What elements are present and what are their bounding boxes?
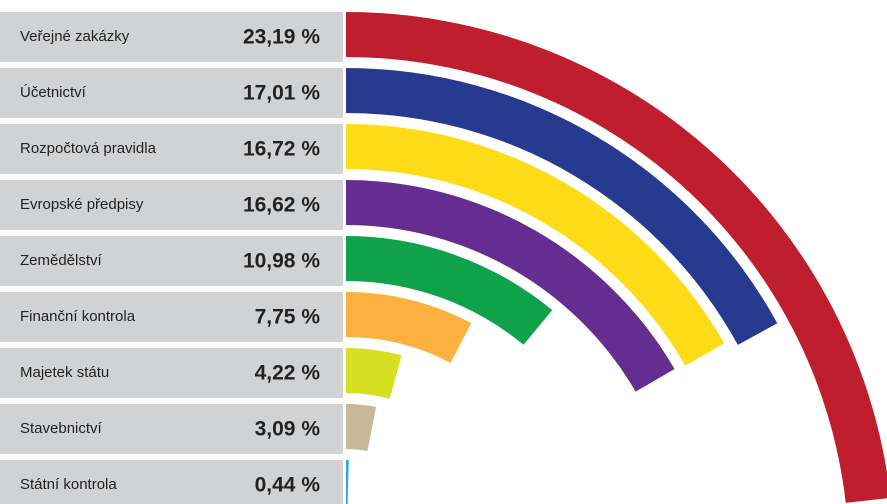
value-label: 16,72 % bbox=[243, 138, 320, 161]
label-background bbox=[0, 68, 343, 118]
label-background bbox=[0, 404, 343, 454]
value-label: 4,22 % bbox=[255, 362, 321, 385]
arc-bar bbox=[346, 404, 377, 452]
value-label: 7,75 % bbox=[255, 306, 321, 329]
arc-bar bbox=[346, 292, 472, 363]
category-label: Účetnictví bbox=[20, 84, 87, 101]
category-label: Státní kontrola bbox=[20, 476, 117, 493]
label-background bbox=[0, 460, 343, 504]
value-label: 23,19 % bbox=[243, 26, 320, 49]
arc-bar bbox=[346, 459, 349, 504]
arc-bar bbox=[346, 236, 553, 345]
value-label: 0,44 % bbox=[255, 474, 321, 497]
category-label: Zemědělství bbox=[20, 252, 103, 269]
label-background bbox=[0, 124, 343, 174]
category-label: Finanční kontrola bbox=[20, 308, 136, 325]
arc-bar bbox=[346, 12, 887, 503]
label-background bbox=[0, 236, 343, 286]
arc-bar bbox=[346, 124, 725, 366]
value-label: 16,62 % bbox=[243, 194, 320, 217]
label-background bbox=[0, 180, 343, 230]
value-label: 17,01 % bbox=[243, 82, 320, 105]
category-label: Majetek státu bbox=[20, 364, 109, 381]
arc-bar bbox=[346, 68, 778, 345]
label-background bbox=[0, 292, 343, 342]
arc-bar bbox=[346, 180, 675, 392]
label-background bbox=[0, 348, 343, 398]
arc-bar bbox=[346, 348, 402, 399]
category-label: Stavebnictví bbox=[20, 420, 103, 437]
category-label: Evropské předpisy bbox=[20, 196, 144, 213]
value-label: 10,98 % bbox=[243, 250, 320, 273]
category-label: Rozpočtová pravidla bbox=[20, 140, 157, 157]
label-background bbox=[0, 12, 343, 62]
category-label: Veřejné zakázky bbox=[20, 28, 130, 45]
value-label: 3,09 % bbox=[255, 418, 321, 441]
